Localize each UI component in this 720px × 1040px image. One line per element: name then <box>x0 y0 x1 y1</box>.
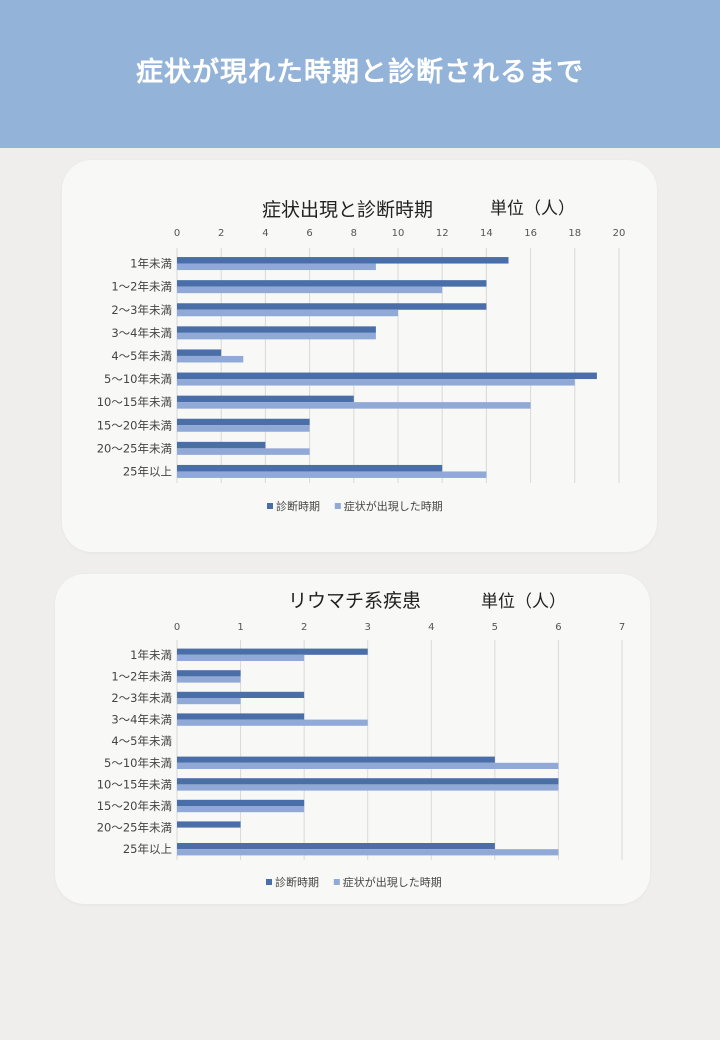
x-tick-label: 0 <box>174 228 180 239</box>
y-category-label: 25年以上 <box>123 842 172 856</box>
chart-symptom-diagnosis: 症状出現と診断時期 単位（人） 0 2 4 6 8 10 12 14 16 18 20 1年未満 1～2年未… <box>97 199 626 513</box>
y-category-label: 10～15年未満 <box>97 395 172 409</box>
x-tick-label: 2 <box>218 228 224 239</box>
legend-swatch <box>266 879 272 885</box>
bar <box>177 425 310 432</box>
y-category-label: 25年以上 <box>123 464 172 478</box>
bar <box>177 326 376 333</box>
x-tick-label: 2 <box>301 622 307 633</box>
bar <box>177 849 559 856</box>
bar <box>177 286 443 294</box>
y-category-label: 20～25年未満 <box>97 441 172 455</box>
x-tick-label: 18 <box>568 228 581 239</box>
bar <box>177 448 310 455</box>
y-category-label: 4～5年未満 <box>111 349 172 363</box>
legend-label: 診断時期 <box>276 499 320 513</box>
bar <box>177 799 305 806</box>
bar <box>177 784 559 791</box>
bar <box>177 309 398 317</box>
bar <box>177 676 241 683</box>
bar <box>177 349 222 356</box>
x-tick-label: 14 <box>480 228 493 239</box>
bar <box>177 372 597 380</box>
chart-title: 症状出現と診断時期 <box>262 199 433 221</box>
x-tick-label: 0 <box>174 622 180 633</box>
y-category-label: 5～10年未満 <box>104 372 172 386</box>
y-category-label: 1年未満 <box>130 648 172 662</box>
bar <box>177 806 305 813</box>
x-tick-label: 5 <box>492 622 498 633</box>
chart-title: リウマチ系疾患 <box>288 590 421 612</box>
y-category-label: 20～25年未満 <box>97 821 172 835</box>
y-category-label: 1年未満 <box>130 257 172 271</box>
x-tick-label: 20 <box>613 228 626 239</box>
bar <box>177 713 305 720</box>
x-tick-label: 6 <box>306 228 312 239</box>
chart-unit-label: 単位（人） <box>490 199 575 219</box>
y-category-label: 15～20年未満 <box>97 799 172 813</box>
x-tick-label: 12 <box>436 228 449 239</box>
bar <box>177 762 559 769</box>
x-tick-label: 16 <box>524 228 537 239</box>
y-category-label: 4～5年未満 <box>111 734 172 748</box>
bar <box>177 756 495 763</box>
x-tick-label: 7 <box>619 622 625 633</box>
page-title: 症状が現れた時期と診断されるまで <box>136 57 584 88</box>
chart-card-symptom-diagnosis: 症状出現と診断時期 単位（人） 0 2 4 6 8 10 12 14 16 18 20 1年未満 1～2年未… <box>62 160 657 552</box>
bar <box>177 418 310 426</box>
y-category-label: 1～2年未満 <box>111 280 172 294</box>
legend-swatch <box>267 503 273 509</box>
legend-swatch <box>333 879 340 885</box>
bar <box>177 332 376 340</box>
x-tick-label: 1 <box>237 622 243 633</box>
x-tick-label: 10 <box>392 228 405 239</box>
y-category-label: 3～4年未満 <box>111 326 172 340</box>
bar <box>177 698 241 705</box>
chart-rheumatic: リウマチ系疾患 単位（人） 0 1 2 3 4 5 6 7 1年未満 1～2年未満 2～3年未満 3～4年… <box>97 590 625 889</box>
bar <box>177 379 575 386</box>
legend-label: 診断時期 <box>275 875 319 889</box>
chart-card-rheumatic: リウマチ系疾患 単位（人） 0 1 2 3 4 5 6 7 1年未満 1～2年未満 2～3年未満 3～4年… <box>55 574 650 904</box>
bar <box>177 471 487 478</box>
y-category-label: 2～3年未満 <box>111 691 172 705</box>
bar <box>177 821 241 828</box>
y-category-label: 5～10年未満 <box>104 756 172 770</box>
bar <box>177 402 531 409</box>
legend-swatch <box>334 503 341 509</box>
bar <box>177 280 487 287</box>
bar <box>177 464 443 472</box>
chart-unit-label: 単位（人） <box>481 592 566 612</box>
bar <box>177 441 266 449</box>
bar <box>177 691 305 698</box>
legend-label: 症状が出現した時期 <box>343 875 442 889</box>
bar <box>177 257 509 264</box>
bar <box>177 395 354 403</box>
bar <box>177 263 376 271</box>
bar <box>177 843 495 850</box>
bar <box>177 648 368 655</box>
legend-label: 症状が出現した時期 <box>344 499 443 513</box>
y-category-label: 2～3年未満 <box>111 303 172 317</box>
bar <box>177 654 305 661</box>
y-category-label: 15～20年未満 <box>97 418 172 432</box>
y-category-label: 10～15年未満 <box>97 777 172 791</box>
y-category-label: 3～4年未満 <box>111 713 172 727</box>
bar <box>177 355 244 363</box>
bar <box>177 778 559 785</box>
x-tick-label: 6 <box>555 622 561 633</box>
x-tick-label: 4 <box>262 228 268 239</box>
bar <box>177 303 487 310</box>
bar <box>177 670 241 677</box>
x-tick-label: 3 <box>365 622 371 633</box>
page-header: 症状が現れた時期と診断されるまで <box>0 0 720 148</box>
bar <box>177 719 368 726</box>
y-category-label: 1～2年未満 <box>111 669 172 683</box>
x-tick-label: 8 <box>351 228 357 239</box>
x-tick-label: 4 <box>428 622 434 633</box>
